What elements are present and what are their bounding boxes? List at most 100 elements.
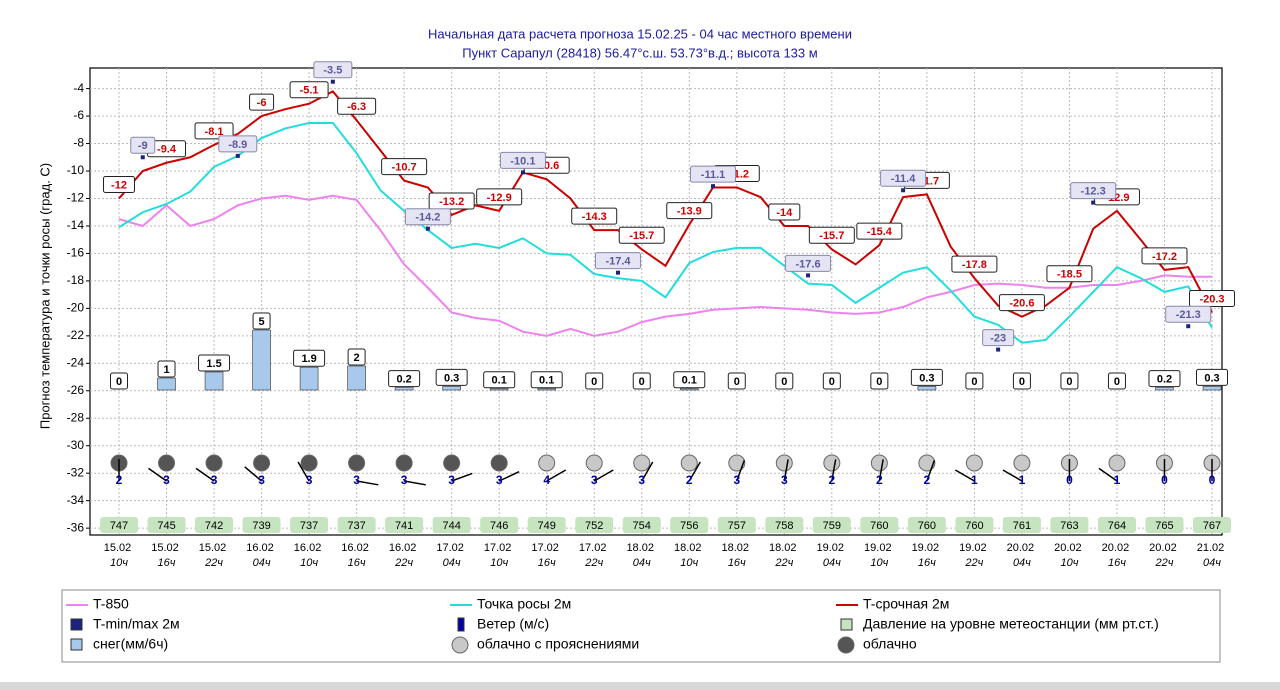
snow-label: 0 — [591, 376, 597, 388]
x-tick-label: 17.02 22ч — [579, 542, 610, 569]
snow-label: 0 — [1066, 376, 1072, 388]
snow-label: 1.9 — [301, 353, 316, 365]
snow-label: 0 — [781, 376, 787, 388]
wind-speed: 2 — [924, 473, 931, 487]
chart-title: Начальная дата расчета прогноза 15.02.25… — [428, 26, 852, 41]
x-tick-label: 17.02 16ч — [531, 542, 562, 569]
pressure-box — [1097, 517, 1136, 533]
snow-label-box — [1196, 368, 1228, 386]
minmax-label: -11.1 — [701, 169, 725, 181]
snow-label: 0.3 — [444, 372, 459, 384]
data-label-box — [618, 226, 665, 244]
snow-label-box — [435, 368, 468, 386]
minmax-label: -23 — [990, 332, 1006, 344]
wind-speed: 2 — [686, 473, 693, 487]
data-label: -14.3 — [582, 211, 607, 223]
wind-speed: 3 — [448, 473, 455, 487]
snow-bar — [917, 386, 937, 391]
x-tick-label: 18.02 10ч — [674, 542, 705, 569]
pressure-value: 752 — [585, 520, 603, 532]
cloud-icon — [300, 454, 318, 472]
data-label: -6 — [257, 97, 267, 109]
wind-speed: 3 — [733, 473, 740, 487]
minmax-marker — [996, 347, 1001, 352]
wind-arrow — [1098, 467, 1118, 482]
series-line — [118, 194, 1212, 337]
legend-swatch — [70, 638, 83, 651]
data-label-box — [998, 294, 1045, 312]
legend-swatch — [457, 617, 465, 632]
snow-label-box — [347, 348, 366, 366]
data-label-box — [103, 175, 135, 193]
snow-bar — [679, 388, 699, 391]
snow-label-box — [110, 372, 128, 390]
x-tick-label: 20.02 10ч — [1054, 542, 1085, 569]
minmax-marker — [140, 155, 145, 160]
data-label: -17.8 — [962, 259, 987, 271]
snow-label-box — [822, 372, 841, 390]
cloud-icon — [158, 454, 176, 472]
pressure-value: 761 — [1013, 520, 1031, 532]
wind-speed: 3 — [306, 473, 313, 487]
y-tick-label: -12 — [67, 191, 85, 205]
y-tick-label: -32 — [67, 465, 85, 479]
snow-label-box — [252, 312, 271, 330]
pressure-box — [147, 517, 186, 533]
wind-arrow — [148, 467, 167, 482]
data-label-box — [951, 255, 998, 273]
legend-frame — [61, 589, 1221, 663]
minmax-label: -9 — [138, 140, 148, 152]
cloud-icon — [918, 454, 936, 472]
minmax-marker — [806, 273, 811, 278]
data-label: -8.1 — [205, 126, 224, 138]
x-tick-label: 18.02 22ч — [769, 542, 800, 569]
snow-bar — [204, 371, 224, 391]
legend-label: Точка росы 2м — [477, 596, 571, 612]
pressure-box — [622, 517, 661, 533]
wind-arrow — [498, 471, 520, 482]
data-label: -17.2 — [1152, 251, 1177, 263]
data-label: -12 — [111, 179, 127, 191]
pressure-value: 767 — [1203, 520, 1221, 532]
data-label: -12.9 — [487, 192, 512, 204]
minmax-label-box — [404, 208, 451, 226]
pressure-box — [242, 517, 281, 533]
legend-label: T-850 — [93, 596, 129, 612]
snow-label: 1 — [163, 364, 169, 376]
x-tick-label: 19.02 22ч — [959, 542, 990, 569]
data-label-box — [1141, 247, 1188, 265]
minmax-label-box — [785, 254, 832, 272]
legend-label: облачно — [863, 636, 917, 652]
legend-label: T-min/max 2м — [93, 616, 180, 632]
snow-label-box — [198, 354, 231, 372]
wind-arrow — [297, 461, 310, 482]
wind-arrow — [593, 469, 614, 482]
snow-bar — [1155, 387, 1174, 391]
series-line — [118, 90, 1213, 318]
snow-bar — [157, 377, 176, 391]
y-tick-label: -18 — [67, 273, 85, 287]
data-label-box — [1189, 289, 1235, 307]
snow-label: 0.1 — [492, 375, 507, 387]
snow-label: 0 — [876, 376, 882, 388]
pressure-box — [1193, 517, 1231, 533]
minmax-label-box — [313, 61, 353, 79]
snow-label: 0 — [829, 376, 835, 388]
pressure-box — [907, 517, 946, 533]
minmax-label-box — [1070, 182, 1117, 200]
pressure-value: 758 — [775, 520, 793, 532]
y-tick-label: -34 — [67, 493, 85, 507]
snow-bar — [1202, 386, 1222, 391]
data-label-box — [428, 192, 475, 210]
data-label: -6.3 — [347, 101, 366, 113]
snow-bar — [347, 365, 366, 391]
pressure-value: 759 — [823, 520, 841, 532]
legend-swatch — [837, 636, 855, 654]
cloud-icon — [728, 454, 746, 472]
x-tick-label: 16.02 04ч — [246, 542, 277, 569]
snow-label: 0.3 — [919, 372, 934, 384]
wind-speed: 2 — [828, 473, 835, 487]
minmax-label-box — [499, 151, 546, 169]
minmax-marker — [520, 170, 525, 175]
pressure-value: 744 — [442, 520, 460, 532]
